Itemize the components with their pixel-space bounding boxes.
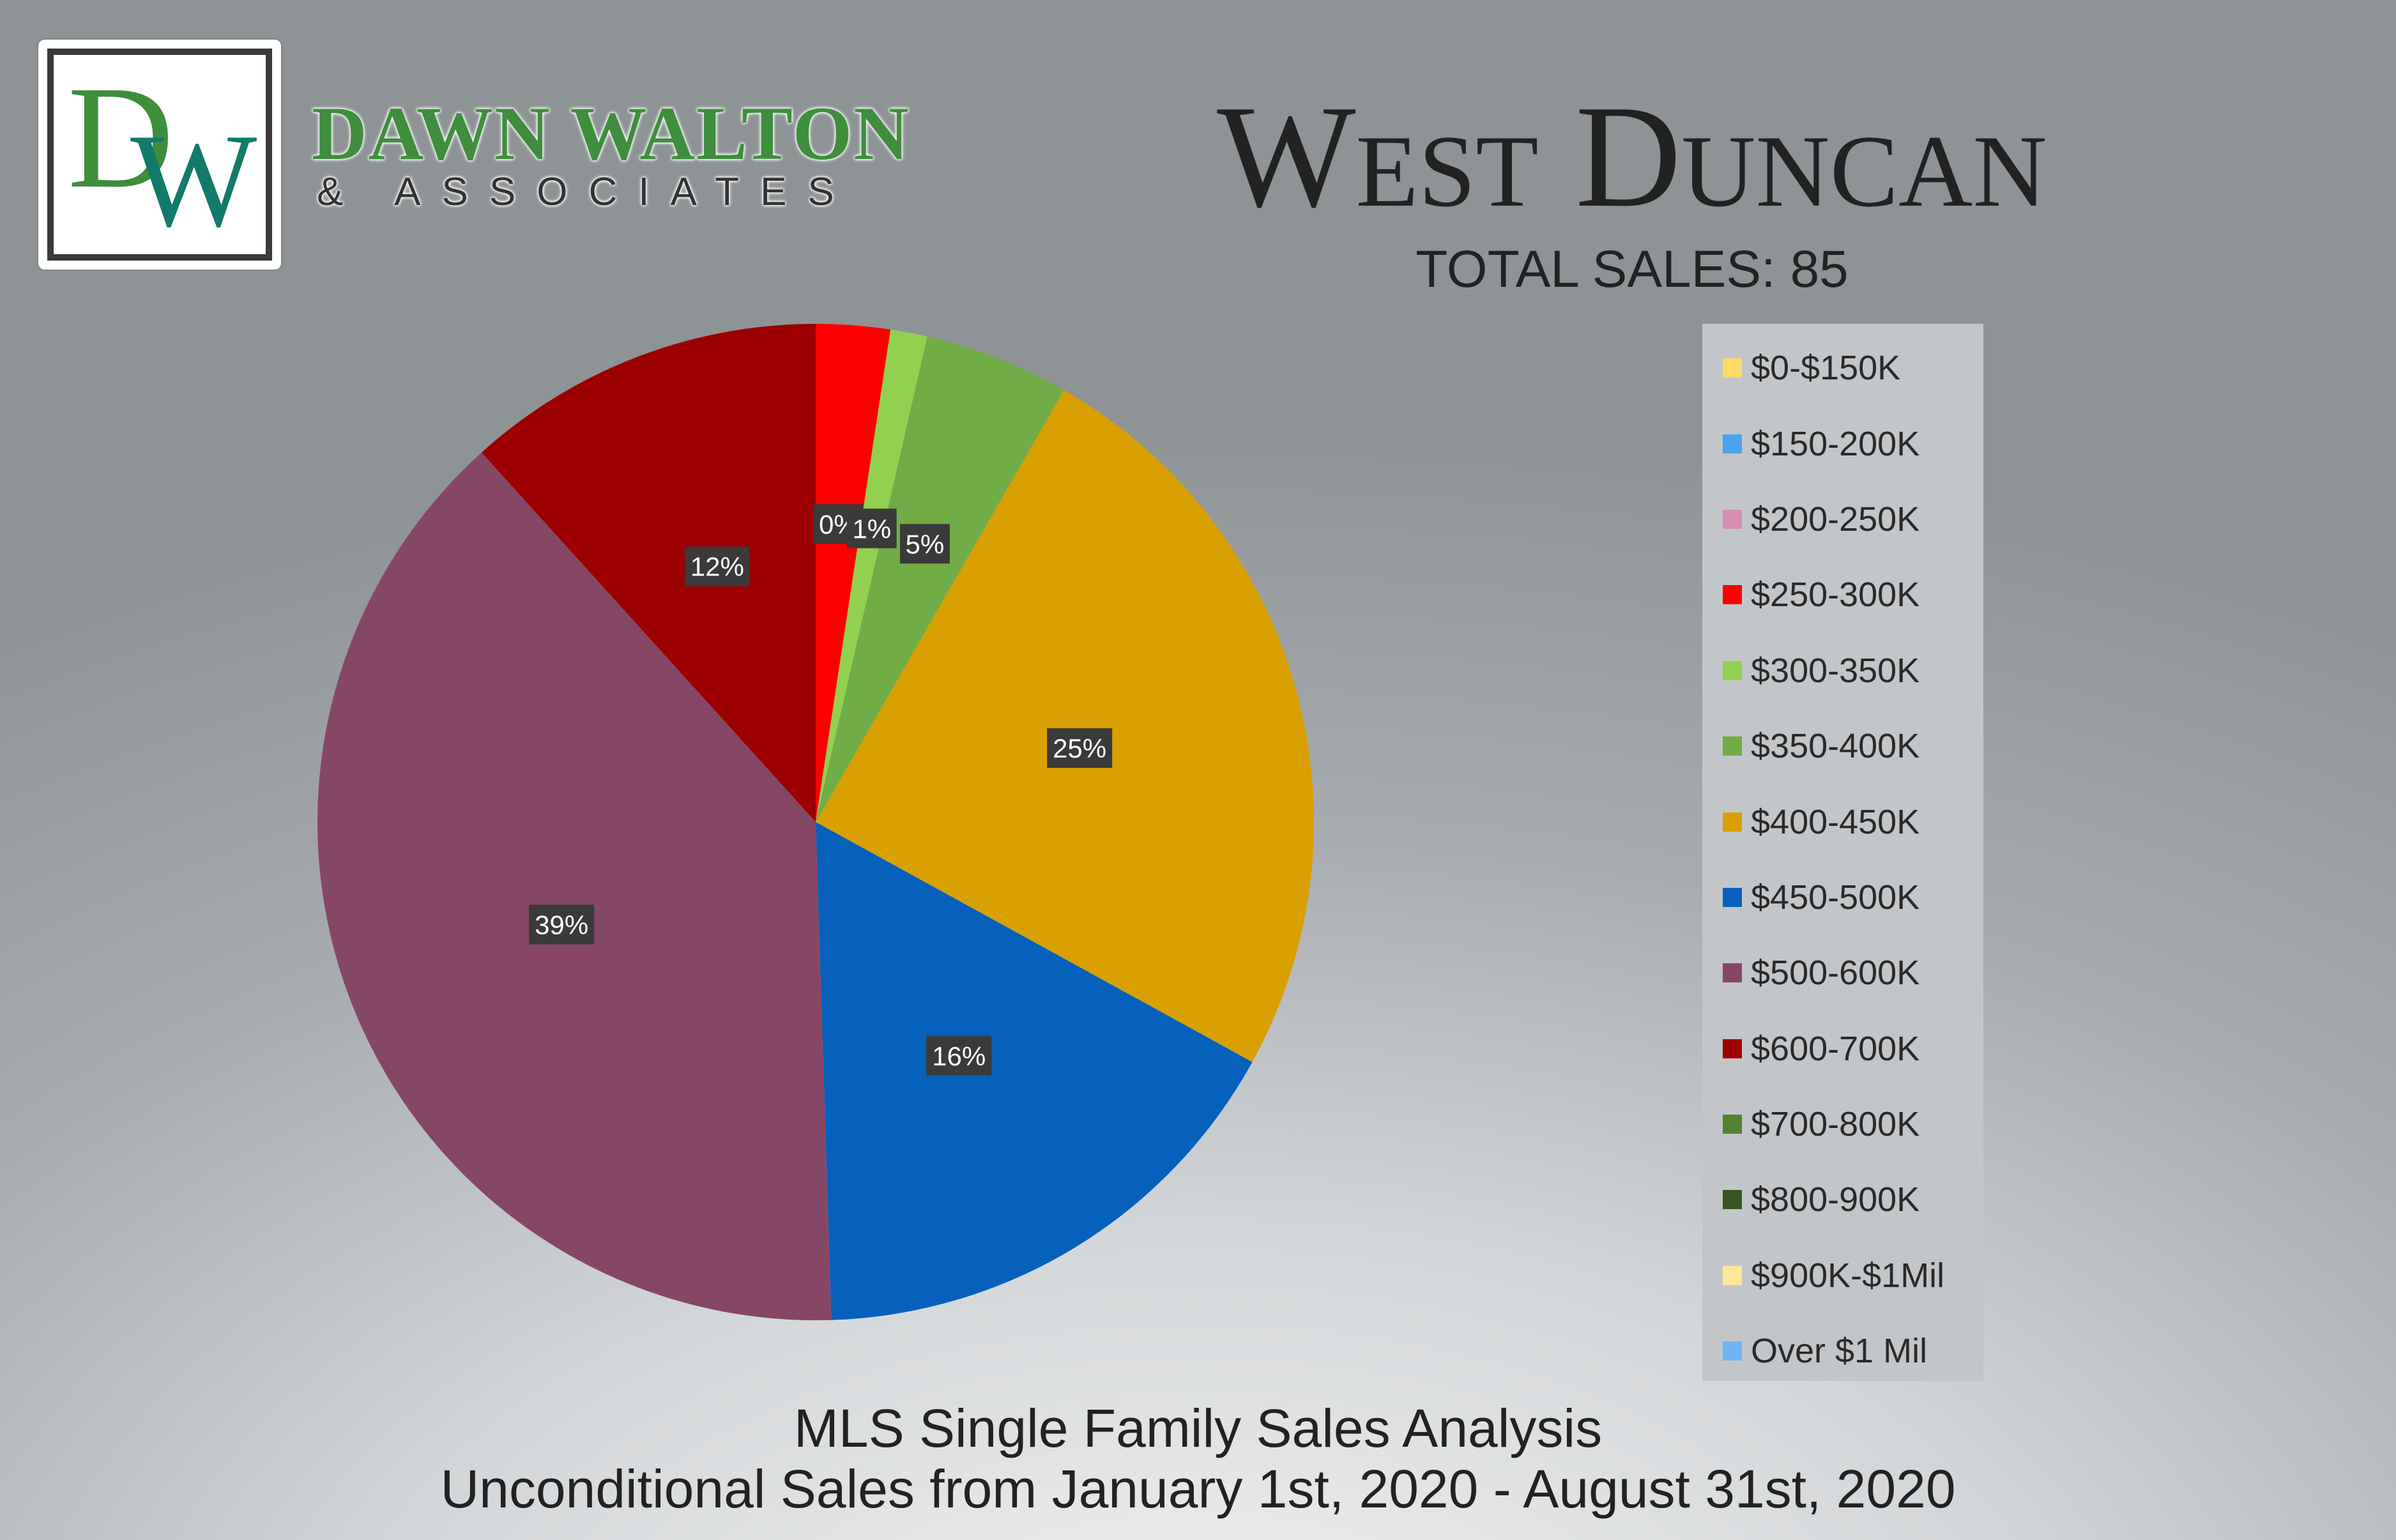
legend-label: $450-500K xyxy=(1751,878,1920,917)
data-label-text: 5% xyxy=(906,529,945,559)
footer-line-1: MLS Single Family Sales Analysis xyxy=(793,1398,1603,1458)
legend-label: $0-$150K xyxy=(1751,349,1901,388)
data-label-box xyxy=(926,1035,992,1076)
data-label-text: 12% xyxy=(691,552,744,582)
logo-letter-d: D xyxy=(68,56,174,218)
legend-swatch xyxy=(1723,358,1742,378)
total-sales: TOTAL SALES: 85 xyxy=(1415,240,1849,298)
legend-label: $400-450K xyxy=(1751,802,1920,841)
logo: D W xyxy=(38,40,281,270)
data-label-7: 16% xyxy=(926,1035,992,1076)
pie-slice-4 xyxy=(816,329,927,822)
legend-item: $700-800K xyxy=(1702,1086,1983,1162)
brand-name: DAWN WALTON xyxy=(312,91,910,176)
legend-label: $700-800K xyxy=(1751,1105,1920,1144)
legend-item: $800-900K xyxy=(1702,1162,1983,1237)
legend-label: $350-400K xyxy=(1751,727,1920,766)
pie-slice-7 xyxy=(816,822,1253,1320)
data-label-text: 1% xyxy=(852,514,891,544)
data-label-text: 16% xyxy=(932,1041,986,1071)
legend-label: $500-600K xyxy=(1751,954,1920,993)
pie-slice-8 xyxy=(317,452,832,1321)
legend-item: $200-250K xyxy=(1702,482,1983,557)
legend-label: $800-900K xyxy=(1751,1180,1920,1219)
legend-swatch xyxy=(1723,1265,1742,1285)
legend-swatch xyxy=(1723,660,1742,680)
logo-frame: D W xyxy=(47,49,272,261)
legend-swatch xyxy=(1723,1039,1742,1058)
pie-slice-3 xyxy=(816,324,891,822)
legend-label: $600-700K xyxy=(1751,1029,1920,1068)
data-label-box xyxy=(684,546,750,586)
data-label-box xyxy=(899,524,950,564)
legend-item: Over $1 Mil xyxy=(1702,1313,1983,1389)
data-label-box xyxy=(1047,728,1113,768)
legend-item: $500-600K xyxy=(1702,935,1983,1010)
legend-label: $300-350K xyxy=(1751,651,1920,690)
legend-swatch xyxy=(1723,509,1742,529)
legend-item: $400-450K xyxy=(1702,784,1983,859)
data-label-text: 25% xyxy=(1053,733,1106,763)
legend-label: $200-250K xyxy=(1751,499,1920,538)
legend-item: $450-500K xyxy=(1702,860,1983,935)
legend-item: $250-300K xyxy=(1702,557,1983,632)
legend-item: $0-$150K xyxy=(1702,330,1983,406)
data-label-9: 12% xyxy=(684,546,750,586)
legend-label: Over $1 Mil xyxy=(1751,1332,1928,1371)
chart-legend: $0-$150K $150-200K $200-250K $250-300K $300-… xyxy=(1702,324,1983,1381)
pie-slice-5 xyxy=(816,336,1064,822)
legend-item: $900K-$1Mil xyxy=(1702,1238,1983,1313)
page-title: West Duncan xyxy=(1217,75,2047,238)
data-label-box xyxy=(846,508,897,549)
legend-item: $150-200K xyxy=(1702,406,1983,481)
brand-subname: & ASSOCIATES xyxy=(317,170,855,214)
data-label-6: 25% xyxy=(1047,728,1113,768)
legend-item: $350-400K xyxy=(1702,708,1983,784)
legend-swatch xyxy=(1723,434,1742,454)
legend-swatch xyxy=(1723,585,1742,605)
legend-item: $600-700K xyxy=(1702,1011,1983,1086)
data-label-text: 39% xyxy=(535,910,588,940)
pie-slice-6 xyxy=(816,390,1315,1062)
data-label-5: 5% xyxy=(899,524,950,564)
legend-swatch xyxy=(1723,1190,1742,1210)
legend-swatch xyxy=(1723,812,1742,832)
logo-letter-w: W xyxy=(130,107,257,255)
legend-swatch xyxy=(1723,963,1742,983)
legend-item: $300-350K xyxy=(1702,633,1983,708)
pie-slice-9 xyxy=(481,324,816,822)
legend-label: $150-200K xyxy=(1751,424,1920,463)
legend-swatch xyxy=(1723,1115,1742,1134)
data-label-box xyxy=(529,904,595,945)
legend-label: $900K-$1Mil xyxy=(1751,1256,1945,1295)
footer-line-2: Unconditional Sales from January 1st, 20… xyxy=(440,1459,1956,1519)
data-label-8: 39% xyxy=(529,904,595,945)
legend-swatch xyxy=(1723,887,1742,907)
legend-swatch xyxy=(1723,1341,1742,1361)
legend-label: $250-300K xyxy=(1751,576,1920,614)
legend-swatch xyxy=(1723,736,1742,756)
data-label-4: 1% xyxy=(846,508,897,549)
